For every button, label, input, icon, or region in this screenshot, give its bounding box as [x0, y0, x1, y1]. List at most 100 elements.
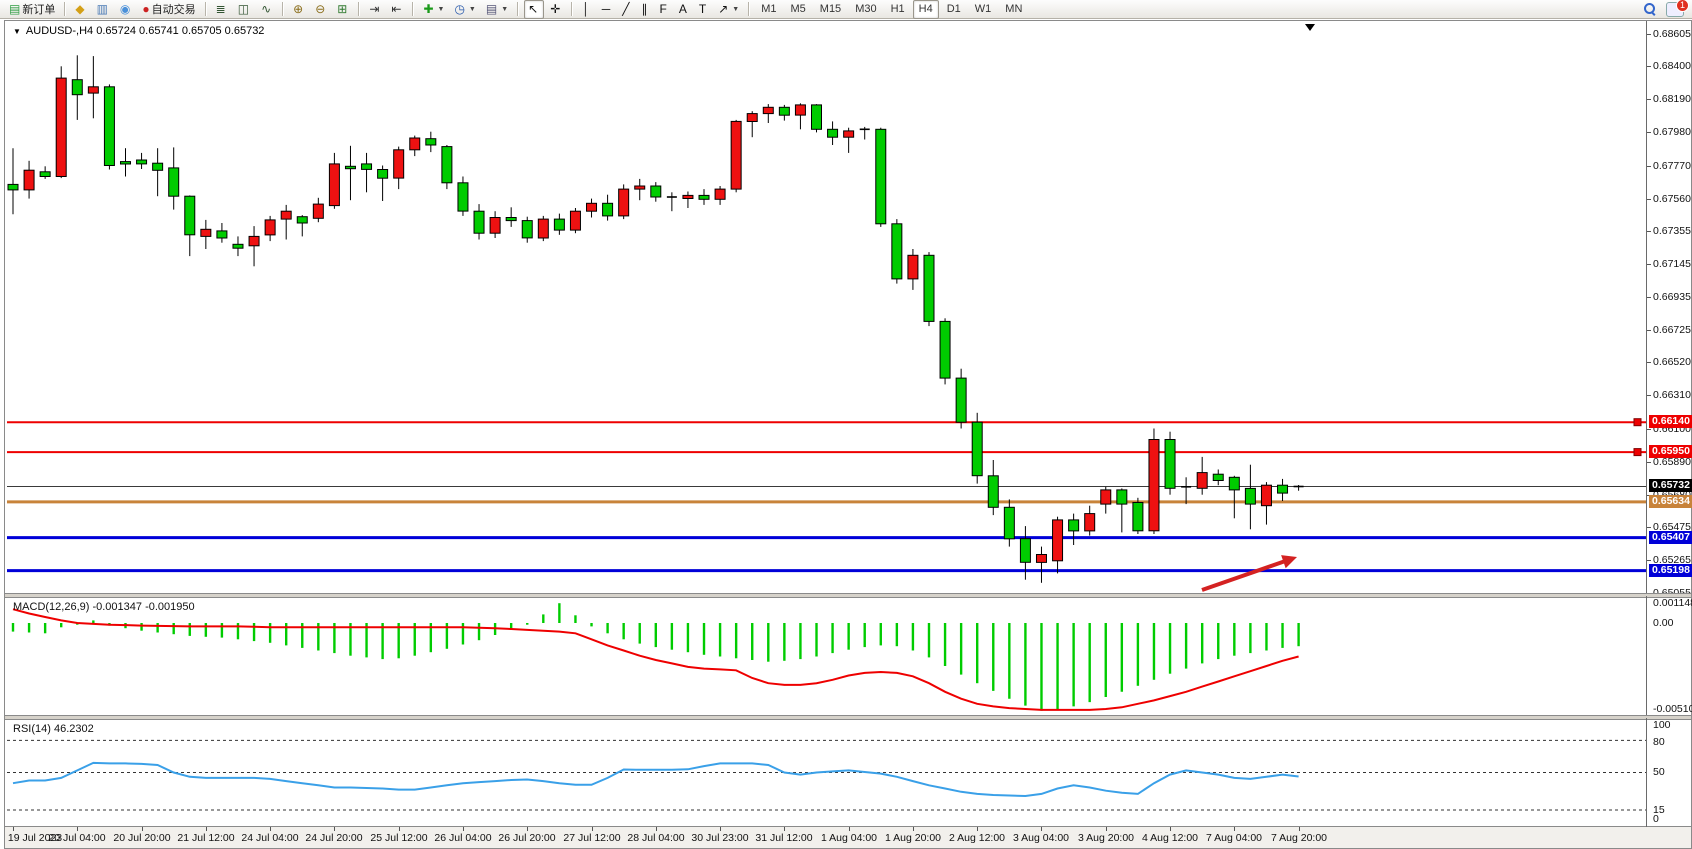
cursor-tool[interactable]: ↖	[524, 0, 545, 19]
candle-body[interactable]	[71, 79, 83, 96]
candle-body[interactable]	[200, 228, 212, 237]
market-watch-icon[interactable]: ◆	[71, 0, 90, 19]
time-axis[interactable]: 19 Jul 2023 20 Jul 04:00 20 Jul 20:00 21 Ju…	[5, 826, 1691, 848]
fibonacci-tool[interactable]: F	[656, 0, 673, 19]
candle-body[interactable]	[1068, 519, 1080, 532]
candle-body[interactable]	[1100, 489, 1112, 505]
candle-body[interactable]	[264, 219, 276, 236]
timeframe-h1-button[interactable]: H1	[890, 3, 905, 15]
candle-body[interactable]	[971, 421, 983, 477]
candle-body[interactable]	[1132, 502, 1144, 532]
arrows-tool[interactable]: ↗ ▼	[714, 0, 743, 19]
chart-shift-marker-icon[interactable]	[1305, 24, 1315, 31]
timeframe-w1-button[interactable]: W1	[974, 3, 992, 15]
vertical-line-tool[interactable]: │	[578, 0, 596, 19]
timeframe-m5-button[interactable]: M5	[790, 3, 806, 15]
candle-body[interactable]	[553, 218, 565, 231]
timeframe-m30-button[interactable]: M30	[855, 3, 877, 15]
timeframe-d1-button[interactable]: D1	[946, 3, 961, 15]
zoom-out-icon[interactable]: ⊖	[311, 0, 331, 19]
candle-body[interactable]	[248, 235, 260, 247]
candle-body[interactable]	[23, 169, 35, 191]
candle-body[interactable]	[1035, 554, 1047, 563]
candle-body[interactable]	[537, 218, 549, 239]
candle-body[interactable]	[489, 217, 501, 234]
candle-body[interactable]	[1116, 489, 1128, 505]
indicators-icon[interactable]: ✚ ▼	[419, 0, 448, 19]
templates-icon[interactable]: ▤ ▼	[482, 0, 512, 19]
candle-body[interactable]	[794, 104, 806, 116]
candle-body[interactable]	[87, 86, 99, 94]
candle-body[interactable]	[762, 106, 774, 115]
candle-body[interactable]	[939, 320, 951, 379]
candlestick-chart-icon[interactable]: ◫	[234, 0, 255, 19]
horizontal-line-tool[interactable]: ─	[598, 0, 617, 19]
tile-windows-icon[interactable]: ⊞	[333, 0, 353, 19]
candle-body[interactable]	[216, 230, 228, 239]
search-icon[interactable]	[1644, 3, 1656, 16]
timeframe-m15-button[interactable]: M15	[819, 3, 842, 15]
chevron-down-icon[interactable]: ▼	[732, 5, 740, 13]
timeframe-mn-button[interactable]: MN	[1005, 3, 1023, 15]
candle-body[interactable]	[1277, 484, 1289, 494]
candle-body[interactable]	[168, 167, 180, 197]
candle-body[interactable]	[55, 77, 67, 177]
candle-body[interactable]	[650, 185, 662, 198]
candle-body[interactable]	[361, 163, 373, 170]
candle-body[interactable]	[377, 169, 389, 179]
bar-chart-icon[interactable]: ≣	[212, 0, 232, 19]
annotation-arrow[interactable]	[1201, 558, 1289, 592]
candle-body[interactable]	[875, 128, 887, 225]
candle-body[interactable]	[521, 220, 533, 239]
text-label-tool[interactable]: T	[695, 0, 712, 19]
candle-body[interactable]	[1164, 439, 1176, 489]
candle-body[interactable]	[1212, 473, 1224, 482]
chart-symbol-title[interactable]: ▼ AUDUSD-,H4 0.65724 0.65741 0.65705 0.65…	[13, 25, 264, 37]
auto-scroll-icon[interactable]: ⇥	[365, 0, 385, 19]
chevron-down-icon[interactable]: ▼	[437, 5, 445, 13]
candle-body[interactable]	[634, 185, 646, 190]
candle-body[interactable]	[1244, 487, 1256, 505]
candle-body[interactable]	[1196, 472, 1208, 489]
candle-body[interactable]	[923, 254, 935, 322]
candle-body[interactable]	[602, 202, 614, 217]
zoom-in-icon[interactable]: ⊕	[289, 0, 309, 19]
candle-body[interactable]	[328, 163, 340, 207]
candle-body[interactable]	[280, 210, 292, 220]
candle-body[interactable]	[1003, 506, 1015, 540]
candle-body[interactable]	[1084, 513, 1096, 532]
candle-body[interactable]	[505, 217, 517, 222]
candle-body[interactable]	[618, 188, 630, 217]
candle-body[interactable]	[1228, 476, 1240, 491]
candle-body[interactable]	[409, 137, 421, 151]
candle-body[interactable]	[1148, 439, 1160, 532]
candle-body[interactable]	[232, 243, 244, 249]
chevron-down-icon[interactable]: ▼	[501, 5, 509, 13]
candle-body[interactable]	[473, 210, 485, 234]
candle-body[interactable]	[1260, 484, 1272, 507]
crosshair-tool[interactable]: ✛	[546, 0, 566, 19]
candle-body[interactable]	[103, 86, 115, 166]
candle-body[interactable]	[425, 138, 437, 146]
candle-body[interactable]	[843, 130, 855, 138]
terminal-icon[interactable]: ▥	[93, 0, 114, 19]
candle-body[interactable]	[296, 216, 308, 224]
candle-body[interactable]	[891, 223, 903, 280]
timeframe-m1-button[interactable]: M1	[761, 3, 777, 15]
rsi-pane-splitter[interactable]	[5, 715, 1691, 720]
candle-body[interactable]	[136, 159, 148, 165]
candle-body[interactable]	[312, 203, 324, 219]
candle-body[interactable]	[987, 475, 999, 508]
signal-icon[interactable]: ◉	[116, 0, 136, 19]
collapse-triangle-icon[interactable]: ▼	[13, 27, 21, 36]
macd-pane-splitter[interactable]	[5, 593, 1691, 598]
candle-body[interactable]	[441, 146, 453, 184]
candle-body[interactable]	[778, 106, 790, 116]
candle-body[interactable]	[1052, 519, 1064, 562]
candle-body[interactable]	[569, 210, 581, 231]
candle-body[interactable]	[714, 188, 726, 200]
candle-body[interactable]	[457, 182, 469, 212]
annotation-arrow-head[interactable]	[1281, 555, 1297, 569]
candle-body[interactable]	[7, 183, 19, 191]
candle-body[interactable]	[746, 113, 758, 122]
